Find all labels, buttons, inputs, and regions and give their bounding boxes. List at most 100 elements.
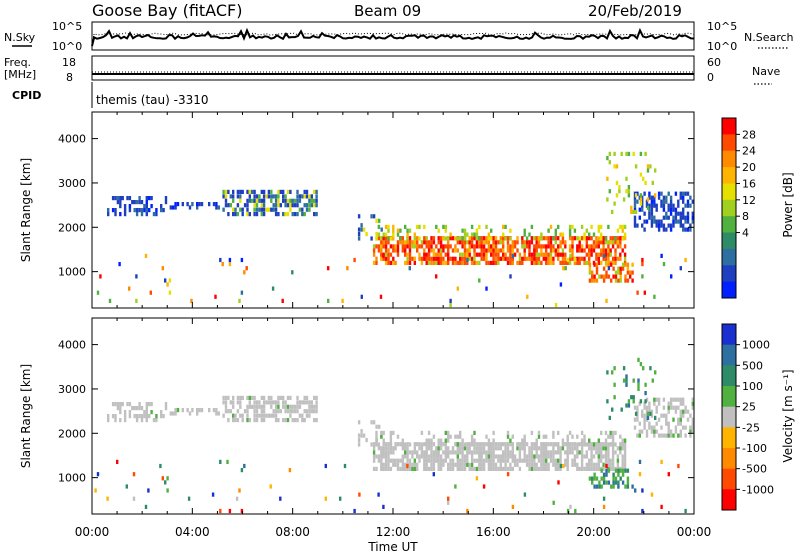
velocity-cell <box>463 458 467 463</box>
power-cell <box>408 252 412 257</box>
velocity-cell <box>631 484 634 489</box>
velocity-cell <box>672 433 675 438</box>
velocity-cell <box>392 446 395 451</box>
velocity-cell <box>239 395 242 400</box>
power-cell <box>562 266 565 271</box>
velocity-cell <box>492 442 495 447</box>
velocity-cell <box>232 400 235 405</box>
power-cell <box>650 195 654 200</box>
velocity-cell <box>239 413 242 418</box>
velocity-cell <box>580 462 584 467</box>
power-cell <box>135 208 139 213</box>
power-cell <box>145 196 148 201</box>
velocity-cell <box>499 454 502 459</box>
velocity-cell <box>401 438 404 443</box>
power-cell <box>609 240 612 245</box>
power-cell <box>487 240 491 245</box>
velocity-cell <box>260 395 263 400</box>
power-cell <box>602 248 605 253</box>
power-cell <box>270 194 273 199</box>
power-cell <box>456 286 459 291</box>
power-cell <box>682 227 685 232</box>
power-cell <box>540 244 543 249</box>
power-cell <box>669 195 673 200</box>
velocity-cell <box>227 418 230 423</box>
power-y-label: Slant Range [km] <box>19 158 33 262</box>
power-cell <box>597 236 600 241</box>
velocity-cell <box>568 442 572 447</box>
power-cell <box>648 215 651 220</box>
velocity-cell <box>637 357 640 362</box>
velocity-cell <box>518 450 522 455</box>
power-cell <box>437 228 440 233</box>
velocity-cell <box>298 400 302 405</box>
velocity-cell <box>437 454 440 459</box>
velocity-cell <box>542 446 545 451</box>
power-cell <box>559 260 562 265</box>
power-cell <box>617 270 620 275</box>
power-cell <box>272 194 275 199</box>
power-cell <box>172 205 175 210</box>
velocity-cell <box>499 458 502 463</box>
velocity-cell <box>530 462 534 467</box>
velocity-cell <box>270 413 273 418</box>
velocity-cell <box>308 400 311 405</box>
velocity-cell <box>653 401 656 406</box>
power-cell <box>155 208 158 213</box>
power-cell <box>506 244 510 249</box>
velocity-cell <box>573 458 577 463</box>
power-cell <box>521 256 524 261</box>
power-cell <box>597 252 600 257</box>
velocity-cell <box>463 466 467 471</box>
velocity-cell <box>413 466 416 471</box>
power-cell <box>427 260 431 265</box>
velocity-cell <box>107 418 110 423</box>
power-cell <box>600 232 603 237</box>
velocity-cell <box>626 484 630 489</box>
velocity-cell <box>542 434 545 439</box>
power-cell <box>679 211 682 216</box>
velocity-cell <box>611 407 614 412</box>
power-cell <box>260 189 263 194</box>
power-cell <box>623 232 627 237</box>
velocity-cell <box>598 484 601 489</box>
velocity-cell <box>669 429 673 434</box>
power-cell <box>394 244 397 249</box>
velocity-cell <box>630 395 633 400</box>
colorbar-swatch <box>722 489 736 511</box>
velocity-cell <box>568 430 572 435</box>
power-cell <box>456 248 459 253</box>
velocity-cell <box>518 458 522 463</box>
power-cell <box>549 244 553 249</box>
velocity-cell <box>679 421 682 426</box>
velocity-cell <box>662 405 666 410</box>
velocity-cell <box>593 476 596 481</box>
power-cell <box>439 240 443 245</box>
power-cell <box>641 199 644 204</box>
power-cell <box>281 298 284 303</box>
power-cell <box>255 194 259 199</box>
power-cell <box>672 207 675 212</box>
velocity-cell <box>425 454 428 459</box>
velocity-cell <box>621 480 625 485</box>
velocity-cell <box>449 466 452 471</box>
velocity-cell <box>236 395 240 400</box>
power-cell <box>642 176 645 181</box>
velocity-cell <box>296 395 299 400</box>
power-cell <box>617 266 620 271</box>
velocity-cell <box>545 434 548 439</box>
velocity-cell <box>248 400 251 405</box>
power-cell <box>549 256 553 261</box>
velocity-cell <box>540 442 543 447</box>
velocity-cell <box>444 454 447 459</box>
velocity-cell <box>420 430 424 435</box>
velocity-cell <box>267 395 271 400</box>
power-cell <box>282 189 285 194</box>
velocity-cell <box>607 442 610 447</box>
velocity-cell <box>602 466 605 471</box>
power-cell <box>420 244 424 249</box>
power-cell <box>655 219 658 224</box>
power-cell <box>568 228 572 233</box>
freq-panel-frame <box>91 55 695 81</box>
